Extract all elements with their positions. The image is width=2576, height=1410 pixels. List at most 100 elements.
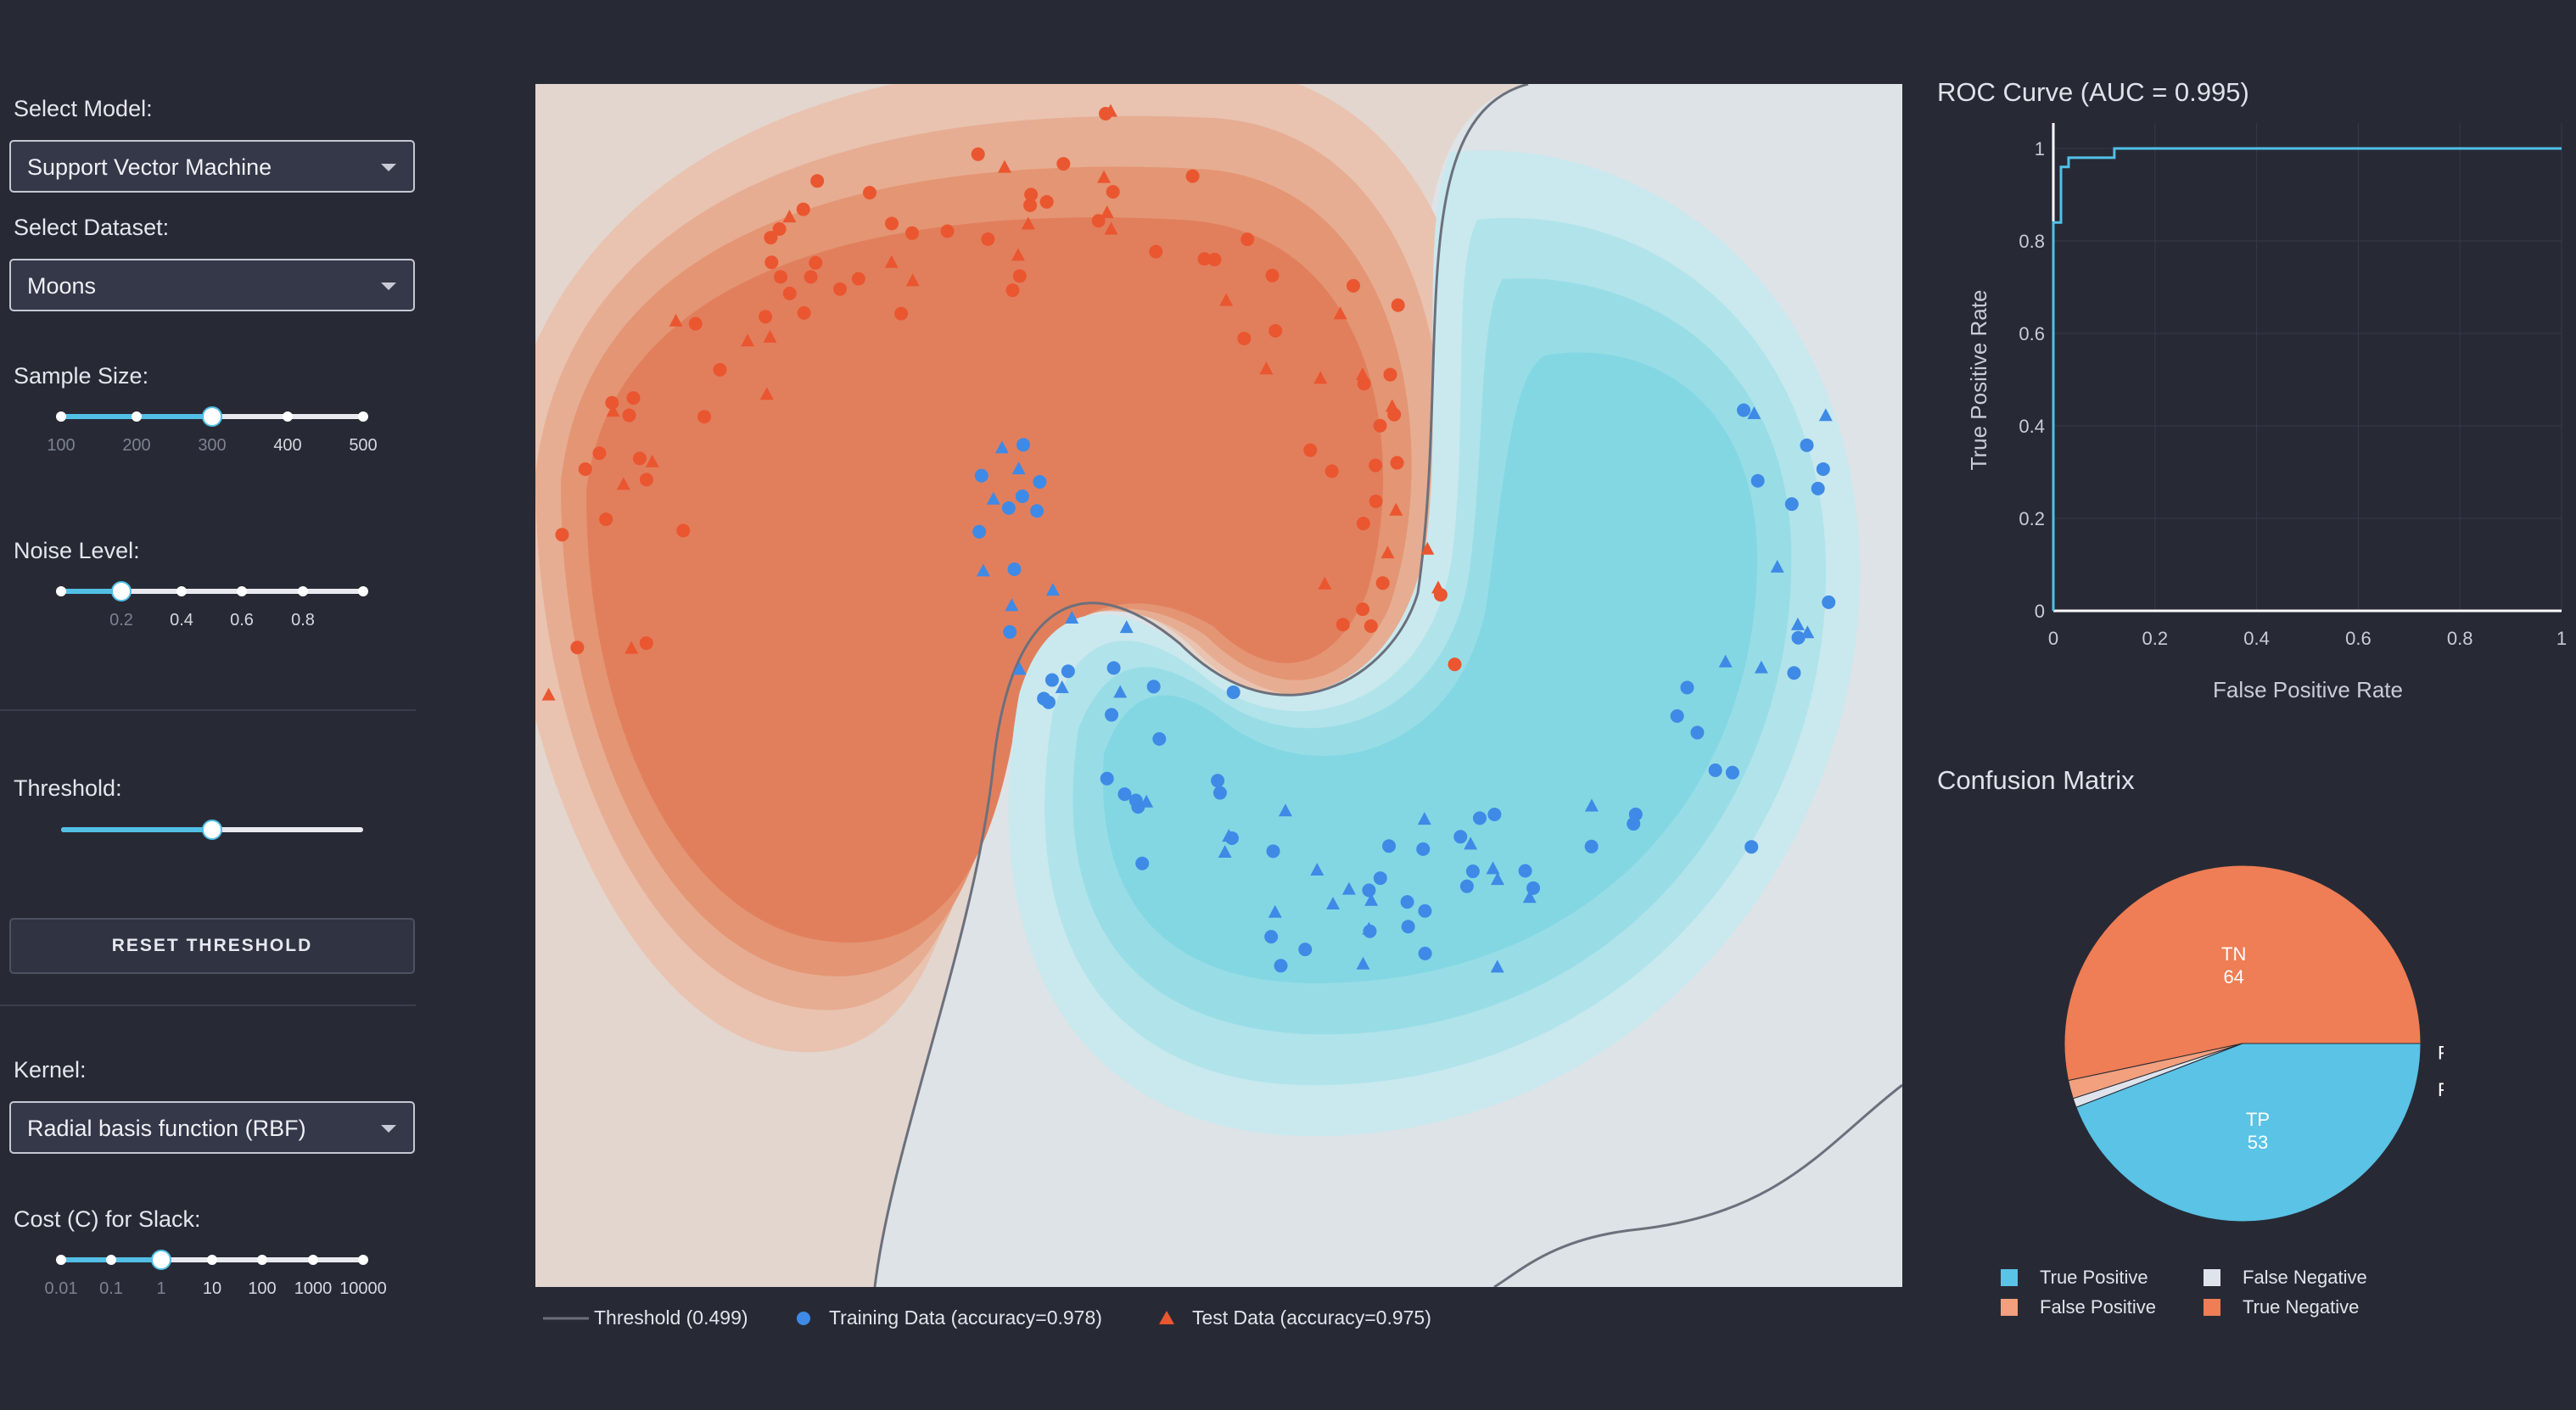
roc-x-tick-label: 0 — [2048, 628, 2058, 649]
legend-true-negative[interactable]: True Negative — [2204, 1296, 2359, 1318]
training-point — [578, 462, 592, 476]
pie-value: 64 — [2223, 966, 2243, 988]
roc-y-tick-label: 0.8 — [2019, 231, 2045, 252]
training-point — [1433, 588, 1448, 602]
training-point — [804, 270, 818, 284]
kernel-dropdown[interactable]: Radial basis function (RBF) — [9, 1101, 415, 1154]
training-point — [1224, 831, 1239, 845]
cost-handle[interactable] — [151, 1250, 171, 1270]
test-point — [1491, 872, 1505, 886]
training-point — [639, 636, 653, 651]
control-sidebar: Select Model: Support Vector Machine Sel… — [0, 0, 424, 1410]
roc-y-ticks: 0 0.2 0.4 0.6 0.8 1 — [2019, 138, 2045, 622]
circle-marker-icon — [797, 1312, 810, 1325]
slider-mark: 0.01 — [44, 1279, 78, 1298]
sample-size-slider[interactable]: 100 200 300 400 500 — [0, 406, 424, 482]
training-point — [1336, 618, 1350, 632]
test-point — [1754, 660, 1768, 674]
test-point — [1113, 685, 1128, 698]
training-point — [1007, 562, 1022, 576]
test-point — [1818, 408, 1833, 422]
training-point — [1369, 494, 1383, 508]
slider-mark: 10 — [202, 1279, 222, 1298]
training-point — [940, 224, 955, 238]
legend-true-positive[interactable]: True Positive — [2001, 1267, 2148, 1289]
training-point — [1390, 456, 1404, 470]
test-point — [884, 255, 899, 268]
training-point — [1100, 771, 1114, 786]
threshold-handle[interactable] — [202, 820, 222, 840]
test-point — [1100, 205, 1114, 219]
test-point — [1021, 216, 1035, 230]
training-point — [1044, 673, 1059, 687]
noise-level-slider[interactable]: 0.2 0.4 0.6 0.8 — [0, 581, 424, 657]
test-point — [606, 404, 620, 417]
training-point — [599, 512, 613, 527]
training-point — [1708, 763, 1722, 777]
test-point — [994, 440, 1009, 454]
training-point — [1387, 407, 1402, 422]
slider-mark: 1 — [156, 1279, 166, 1298]
dataset-dropdown[interactable]: Moons — [9, 259, 415, 311]
legend-threshold[interactable]: Threshold (0.499) — [543, 1306, 748, 1329]
training-point — [626, 391, 641, 406]
pie-label: FP — [2438, 1042, 2444, 1063]
training-point — [1061, 664, 1075, 679]
training-point — [833, 282, 848, 296]
roc-x-tick-label: 1 — [2556, 628, 2567, 649]
decision-boundary-plot[interactable] — [535, 84, 1902, 1287]
threshold-slider[interactable] — [0, 820, 424, 895]
training-point — [1117, 787, 1132, 802]
decision-boundary-line — [873, 84, 1529, 1287]
model-label: Select Model: — [14, 96, 153, 121]
training-point — [1226, 685, 1240, 699]
training-point — [1518, 864, 1532, 878]
training-point — [1400, 895, 1414, 909]
legend-false-negative[interactable]: False Negative — [2204, 1267, 2367, 1289]
test-point — [1045, 583, 1060, 596]
test-point — [759, 387, 774, 400]
legend-false-positive[interactable]: False Positive — [2001, 1296, 2156, 1318]
training-point — [1363, 924, 1377, 938]
training-point — [1811, 481, 1825, 495]
training-point — [1584, 839, 1599, 853]
training-point — [1268, 323, 1283, 338]
slider-mark: 100 — [47, 436, 76, 455]
pie-slice-tp[interactable] — [2075, 1043, 2422, 1223]
training-point — [676, 523, 691, 538]
roc-chart[interactable]: 0 0.2 0.4 0.6 0.8 1 0 0.2 0.4 0.6 0.8 1 False Posi… — [1937, 110, 2576, 721]
line-icon — [543, 1317, 589, 1320]
roc-y-tick-label: 0.4 — [2019, 416, 2045, 437]
test-point — [1104, 221, 1118, 235]
training-point — [1725, 765, 1739, 780]
test-point — [741, 333, 755, 347]
legend-training[interactable]: Training Data (accuracy=0.978) — [793, 1306, 1102, 1329]
training-point — [1106, 185, 1120, 199]
reset-threshold-button[interactable]: RESET THRESHOLD — [9, 918, 415, 974]
test-point — [616, 477, 630, 490]
pie-slice-tn[interactable] — [2064, 864, 2422, 1082]
training-point — [1465, 864, 1480, 879]
swatch-icon — [2204, 1269, 2220, 1286]
roc-curve-line — [2052, 147, 2562, 611]
noise-level-handle[interactable] — [111, 581, 132, 601]
test-point — [1417, 812, 1431, 825]
sample-size-handle[interactable] — [202, 406, 222, 427]
training-point — [1001, 501, 1016, 515]
training-point — [1128, 793, 1143, 808]
training-point — [1362, 883, 1376, 898]
legend-test[interactable]: Test Data (accuracy=0.975) — [1156, 1306, 1431, 1329]
kernel-dropdown-value: Radial basis function (RBF) — [27, 1116, 306, 1141]
legend-threshold-label: Threshold (0.499) — [593, 1306, 748, 1329]
training-point — [1800, 438, 1814, 452]
cost-slider[interactable]: 0.01 0.1 1 10 100 1000 10000 — [0, 1250, 424, 1325]
pie-slices — [2064, 864, 2422, 1223]
chevron-down-icon — [381, 283, 396, 290]
swatch-icon — [2001, 1299, 2018, 1316]
test-point — [1389, 502, 1403, 516]
test-point — [763, 329, 777, 343]
training-point — [1453, 830, 1468, 844]
model-dropdown[interactable]: Support Vector Machine — [9, 140, 415, 193]
pie-labels: TN64FP2FN1TP53 — [2221, 943, 2444, 1153]
confusion-pie-chart[interactable]: TN64FP2FN1TP53 — [2019, 848, 2444, 1239]
